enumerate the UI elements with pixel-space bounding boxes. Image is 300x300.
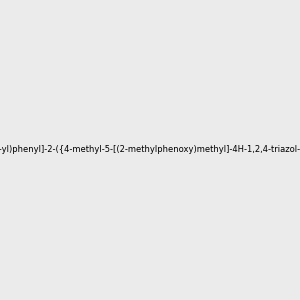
Text: N-[4-bromo-2-(propan-2-yl)phenyl]-2-({4-methyl-5-[(2-methylphenoxy)methyl]-4H-1,: N-[4-bromo-2-(propan-2-yl)phenyl]-2-({4-… [0,146,300,154]
